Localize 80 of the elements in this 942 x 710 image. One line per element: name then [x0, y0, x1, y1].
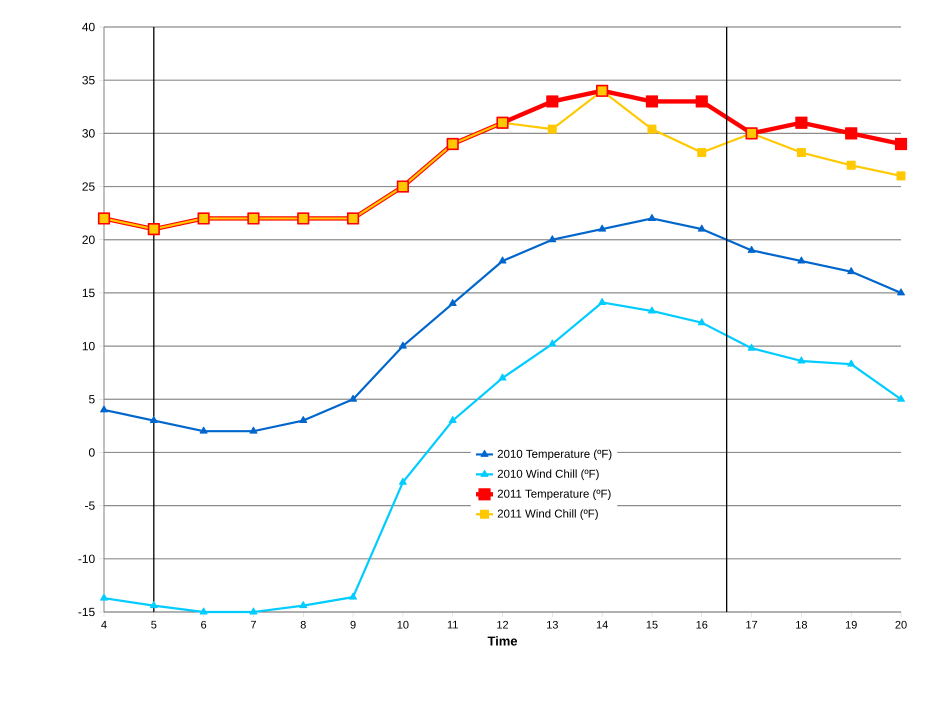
legend-label: 2011 Wind Chill (ºF)	[498, 509, 598, 520]
x-tick-label: 10	[398, 620, 409, 629]
point	[797, 356, 806, 364]
x-tick-label: 6	[201, 620, 206, 629]
point	[498, 374, 506, 380]
point	[846, 160, 856, 170]
point	[249, 426, 258, 434]
y-tick-label: 5	[88, 395, 95, 404]
point	[698, 224, 706, 232]
point	[548, 124, 557, 134]
point	[349, 592, 358, 600]
point	[795, 116, 808, 129]
y-tick-label: -15	[78, 608, 95, 616]
x-tick-label: 9	[350, 620, 356, 629]
point	[896, 171, 906, 180]
point	[796, 148, 806, 158]
point	[894, 138, 908, 150]
point	[100, 594, 108, 601]
point	[647, 124, 656, 134]
point	[448, 299, 457, 306]
y-tick-label: -5	[85, 501, 95, 510]
point	[897, 394, 905, 402]
point	[697, 148, 706, 158]
legend-label: 2010 Wind Chill (ºF)	[498, 469, 599, 480]
y-tick-label: 35	[82, 76, 95, 84]
y-tick-label: 0	[88, 448, 95, 457]
point	[897, 288, 905, 296]
y-tick-label: 25	[82, 182, 95, 191]
point	[548, 339, 556, 346]
x-tick-label: 8	[300, 620, 306, 629]
point	[349, 394, 358, 402]
x-tick-label: 15	[646, 620, 658, 628]
point	[150, 416, 158, 424]
point	[448, 416, 457, 424]
x-tick-label: 12	[497, 620, 508, 629]
point	[249, 608, 258, 614]
point	[845, 127, 858, 140]
y-tick-label: 15	[82, 288, 95, 298]
x-tick-label: 4	[101, 620, 107, 628]
point	[748, 246, 756, 253]
point	[748, 344, 756, 351]
x-tick-label: 18	[796, 620, 807, 629]
point	[299, 416, 308, 424]
point	[696, 95, 708, 108]
point	[299, 601, 308, 608]
x-tick-label: 14	[596, 620, 608, 628]
y-tick-label: 30	[82, 129, 95, 138]
x-axis-title: Time	[488, 636, 518, 646]
point	[200, 608, 208, 614]
point	[797, 256, 806, 264]
legend-label: 2011 Temperature (ºF)	[498, 489, 611, 500]
x-tick-label: 19	[846, 620, 857, 629]
point	[398, 478, 407, 485]
x-tick-label: 17	[746, 620, 758, 628]
point	[698, 318, 706, 326]
point	[648, 306, 656, 314]
point	[546, 95, 558, 108]
x-tick-label: 13	[547, 620, 558, 629]
y-tick-label: -10	[78, 554, 95, 564]
y-tick-label: 40	[82, 22, 95, 32]
point	[200, 426, 208, 434]
point	[646, 95, 658, 108]
point	[548, 235, 556, 242]
x-tick-label: 16	[696, 620, 708, 629]
point	[150, 601, 158, 608]
point	[598, 298, 606, 305]
y-tick-label: 20	[82, 236, 95, 244]
point	[847, 267, 856, 274]
point	[648, 214, 656, 221]
point	[498, 256, 506, 264]
legend-label: 2010 Temperature (ºF)	[498, 449, 612, 460]
point	[847, 360, 856, 367]
x-tick-label: 20	[895, 620, 907, 629]
x-tick-label: 11	[448, 620, 458, 628]
point	[398, 342, 407, 349]
y-tick-label: 10	[82, 342, 95, 350]
point	[100, 405, 108, 412]
point	[598, 224, 606, 232]
x-tick-label: 7	[250, 620, 256, 628]
x-tick-label: 5	[151, 620, 156, 628]
